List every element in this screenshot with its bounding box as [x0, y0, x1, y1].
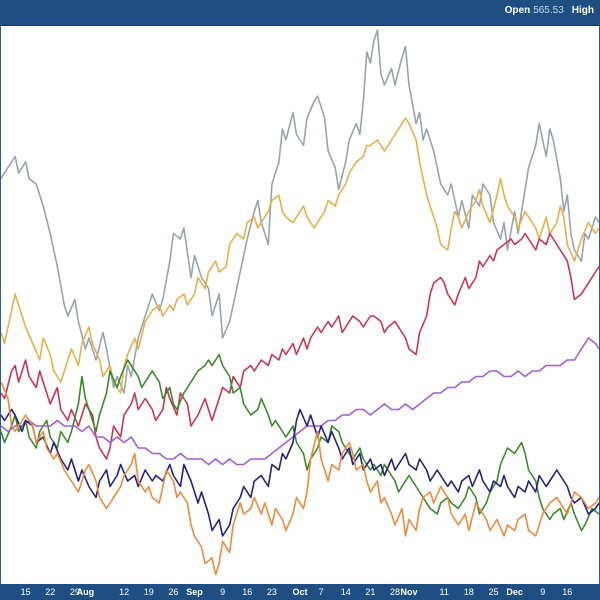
- x-tick-month-label: Sep: [186, 587, 203, 597]
- x-tick-label: 26: [168, 587, 178, 597]
- series-line-3[interactable]: [1, 232, 599, 460]
- x-tick-label: 7: [319, 587, 324, 597]
- x-tick-label: 23: [267, 587, 277, 597]
- x-tick-label: 21: [365, 587, 375, 597]
- series-line-6[interactable]: [1, 408, 599, 537]
- x-tick-month-label: Oct: [292, 587, 307, 597]
- x-tick-month-label: Dec: [506, 587, 523, 597]
- series-line-7[interactable]: [1, 381, 599, 576]
- x-tick-label: 12: [119, 587, 129, 597]
- x-tick-label: 19: [144, 587, 154, 597]
- x-tick-label: 25: [488, 587, 498, 597]
- high-label: High: [571, 5, 594, 16]
- x-tick-month-label: Aug: [77, 587, 95, 597]
- x-tick-label: 16: [242, 587, 252, 597]
- series-line-2[interactable]: [1, 117, 599, 394]
- x-tick-label: 14: [341, 587, 351, 597]
- x-tick-label: 16: [562, 587, 572, 597]
- open-value: 565.53: [533, 5, 564, 16]
- x-tick-month-label: Nov: [400, 587, 417, 597]
- x-axis-bar: [0, 584, 600, 600]
- x-tick-label: 9: [220, 587, 225, 597]
- x-tick-label: 18: [464, 587, 474, 597]
- x-tick-label: 9: [540, 587, 545, 597]
- x-tick-label: 15: [21, 587, 31, 597]
- series-line-5[interactable]: [1, 337, 599, 466]
- x-tick-label: 11: [440, 587, 449, 597]
- open-label: Open: [504, 5, 531, 16]
- x-tick-label: 29: [70, 587, 80, 597]
- x-tick-label: 22: [45, 587, 55, 597]
- ohlc-readout: Open 565.53 High: [497, 5, 594, 16]
- x-tick-label: 28: [390, 587, 400, 597]
- quote-header-bar: Open 565.53 High: [0, 0, 600, 26]
